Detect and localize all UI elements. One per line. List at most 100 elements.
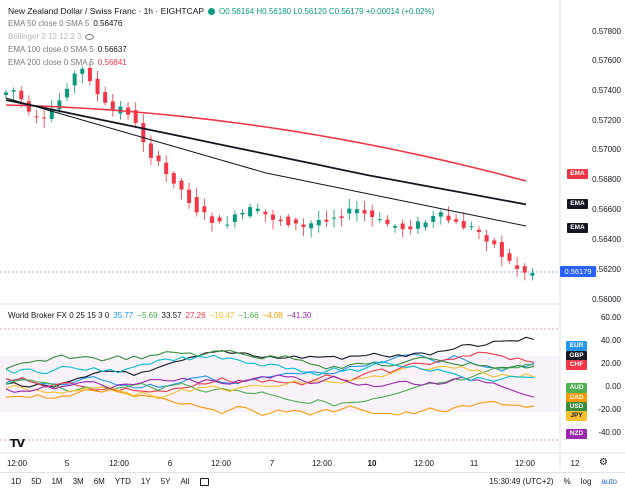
last-price-tag: 0.56179: [560, 266, 596, 277]
ema100-tag: EMA: [567, 199, 588, 209]
candle-body: [347, 208, 352, 214]
timeframe-5y[interactable]: 5Y: [160, 477, 171, 486]
bottom-toolbar: 1D 5D 1M 3M 6M YTD 1Y 5Y All 15:30:49 (U…: [0, 472, 625, 490]
sub-tick: 0.00: [605, 382, 621, 391]
candle-body: [377, 219, 382, 221]
currency-tag-gbp: GBP: [566, 351, 587, 361]
candle-body: [103, 92, 108, 103]
subpanel-value-jpy: −19.47: [209, 311, 235, 320]
indicator-ema200[interactable]: EMA 200 close 0 SMA 5 0.56841: [8, 58, 127, 67]
time-tick: 12:00: [210, 459, 232, 468]
subpanel-value-gbp: 33.57: [161, 311, 182, 320]
currency-tag-nzd: NZD: [566, 429, 587, 439]
auto-toggle[interactable]: auto: [601, 477, 617, 486]
candle-body: [324, 219, 329, 222]
candle-body: [286, 216, 291, 226]
candle-body: [171, 173, 176, 184]
timeframe-1y[interactable]: 1Y: [140, 477, 151, 486]
percent-toggle[interactable]: %: [563, 477, 571, 486]
symbol-legend: New Zealand Dollar / Swiss Franc · 1h · …: [8, 6, 434, 16]
strength-line: [5, 336, 535, 388]
settings-gear-icon[interactable]: ⚙: [599, 457, 608, 468]
date-range-icon[interactable]: [200, 477, 210, 486]
price-tick: 0.57800: [592, 27, 621, 36]
market-status-icon: [208, 7, 216, 15]
log-toggle[interactable]: log: [580, 477, 592, 486]
candle-body: [278, 219, 283, 222]
sub-tick: 20.00: [600, 359, 621, 368]
candle-body: [156, 155, 161, 162]
price-tick: 0.57400: [592, 86, 621, 95]
candle-body: [438, 212, 443, 217]
candle-body: [11, 90, 16, 92]
time-tick: 12: [570, 459, 580, 468]
time-tick: 6: [167, 459, 173, 468]
price-tick: 0.56400: [592, 235, 621, 244]
indicator-value: 0.56841: [97, 58, 127, 67]
candle-body: [293, 219, 298, 224]
ema100-line: [5, 99, 527, 206]
candle-body: [95, 78, 100, 95]
timeframe-ytd[interactable]: YTD: [114, 477, 131, 486]
time-tick: 12:00: [108, 459, 130, 468]
subpanel-legend[interactable]: World Broker FX 0 25 15 3 0 35.77 −5.69 …: [8, 311, 311, 320]
candle-body: [187, 189, 192, 203]
subpanel-value-aud: −5.69: [137, 311, 158, 320]
candle-body: [446, 215, 451, 221]
candle-body: [133, 110, 138, 123]
timeframe-6m[interactable]: 6M: [93, 477, 105, 486]
candle-body: [370, 210, 375, 217]
timeframe-1m[interactable]: 1M: [51, 477, 63, 486]
indicator-ema50[interactable]: EMA 50 close 0 SMA 5 0.56476: [8, 19, 122, 28]
candle-body: [507, 253, 512, 261]
indicator-label: EMA 200 close 0 SMA 5: [8, 58, 94, 67]
strength-line: [5, 349, 535, 370]
timeframe-1d[interactable]: 1D: [11, 477, 22, 486]
candle-body: [492, 240, 497, 245]
time-tick: 12:00: [413, 459, 435, 468]
symbol-title[interactable]: New Zealand Dollar / Swiss Franc · 1h · …: [8, 6, 205, 16]
subpanel-value-nzd: −41.30: [286, 311, 312, 320]
price-tick: 0.56000: [592, 295, 621, 304]
candle-body: [393, 226, 398, 228]
candle-body: [339, 216, 344, 218]
candle-body: [400, 223, 405, 230]
strength-line: [5, 374, 535, 398]
candle-body: [34, 116, 39, 118]
timeframe-3m[interactable]: 3M: [72, 477, 84, 486]
candle-body: [423, 222, 428, 228]
candle-body: [469, 226, 474, 228]
indicator-label: Bollinger 2 12 12.2 3: [8, 32, 82, 41]
candle-body: [332, 217, 337, 219]
subpanel-value-cad: −4.08: [262, 311, 283, 320]
price-tick: 0.57600: [592, 56, 621, 65]
candle-body: [354, 209, 359, 214]
candle-body: [87, 67, 92, 82]
timeframe-all[interactable]: All: [180, 477, 190, 486]
strength-line: [5, 354, 535, 382]
subpanel-value-eur: 35.77: [113, 311, 134, 320]
candle-body: [263, 211, 268, 215]
currency-tag-eur: EUR: [566, 341, 587, 351]
indicator-bollinger[interactable]: Bollinger 2 12 12.2 3: [8, 32, 95, 41]
candle-body: [316, 219, 321, 226]
price-tick: 0.56800: [592, 175, 621, 184]
candle-body: [225, 224, 230, 226]
candle-body: [65, 88, 70, 98]
indicator-ema100[interactable]: EMA 100 close 0 SMA 5 0.56637: [8, 45, 127, 54]
ema200-tag: EMA: [567, 169, 588, 179]
hidden-eye-icon[interactable]: [85, 33, 95, 40]
strength-line: [5, 365, 535, 400]
subpanel-value-chf: 27.26: [185, 311, 206, 320]
candle-body: [72, 73, 77, 86]
price-tick: 0.56200: [592, 265, 621, 274]
tradingview-logo[interactable]: TV: [10, 437, 25, 450]
candle-body: [80, 68, 85, 74]
timeframe-5d[interactable]: 5D: [31, 477, 42, 486]
subpanel-value-usd: −1.66: [238, 311, 259, 320]
indicator-label: EMA 50 close 0 SMA 5: [8, 19, 90, 28]
clock[interactable]: 15:30:49 (UTC+2): [489, 477, 554, 486]
time-tick: 12:00: [6, 459, 28, 468]
